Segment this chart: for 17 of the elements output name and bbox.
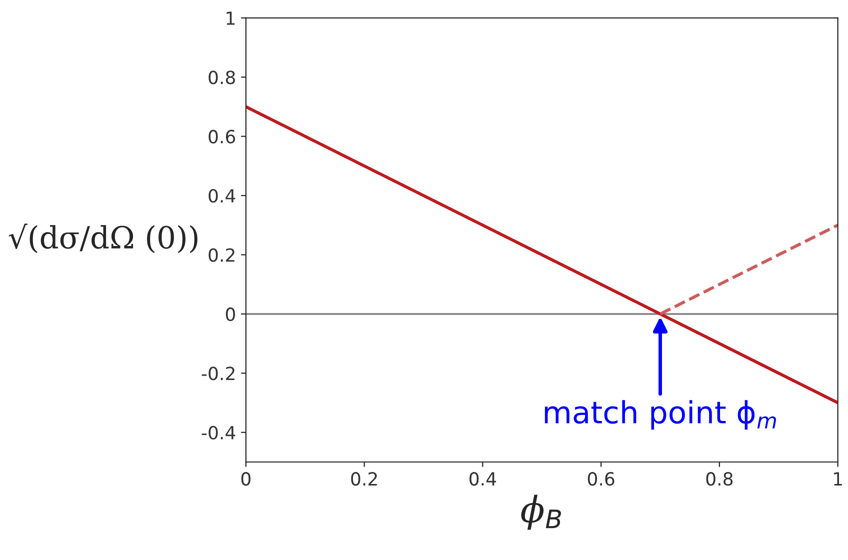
y-axis-title: √(dσ/dΩ (0)) xyxy=(8,224,198,254)
y-tick-label: 0.2 xyxy=(208,248,234,262)
y-tick-label: 1 xyxy=(226,12,235,25)
x-axis-title: ϕ$_{B}$ xyxy=(521,494,561,530)
x-tick-label: 0 xyxy=(241,472,250,486)
x-tick-label: 1 xyxy=(834,472,842,486)
y-tick-label: 0 xyxy=(226,307,235,322)
x-tick-label: 0.2 xyxy=(351,472,377,486)
y-tick-label: 0.4 xyxy=(208,189,236,203)
y-tick-label: 0.6 xyxy=(208,130,236,144)
x-tick-label: 0.4 xyxy=(470,472,496,486)
x-tick-label: 0.8 xyxy=(706,472,733,486)
y-tick-label: -0.4 xyxy=(202,426,236,440)
annotation: match point ϕ$_{m}$ xyxy=(544,400,776,430)
y-tick-label: -0.2 xyxy=(202,366,234,380)
x-tick-label: 0.6 xyxy=(588,472,614,486)
y-tick-label: 0.8 xyxy=(208,70,235,84)
